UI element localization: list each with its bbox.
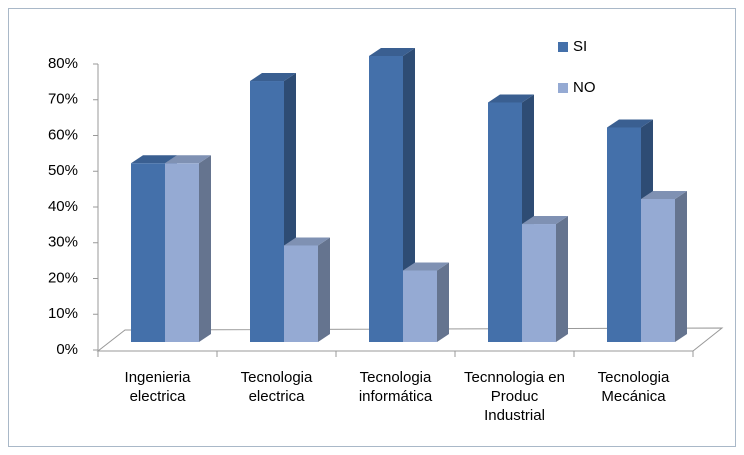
bar-top (250, 73, 296, 82)
x-tick-label: Tecnologia Mecánica (597, 369, 670, 405)
y-tick-label: 30% (48, 234, 78, 251)
bar-top (607, 119, 653, 128)
x-tick-label: Tecnologia electrica (240, 369, 313, 405)
legend-swatch (558, 42, 568, 52)
bar-top (488, 94, 534, 103)
bar (403, 270, 437, 342)
bar (522, 224, 556, 342)
bar-top (403, 262, 449, 271)
bar-top (369, 48, 415, 56)
y-tick-label: 20% (48, 269, 78, 286)
bar-top (131, 155, 177, 164)
legend-swatch (558, 83, 568, 93)
x-tick-label: Tecnnologia en Produc Industrial (464, 369, 565, 424)
bar-top (522, 216, 568, 225)
x-tick-label: Ingenieria electrica (124, 369, 191, 405)
bar (641, 199, 675, 342)
bar (284, 245, 318, 342)
y-tick-label: 70% (48, 91, 78, 108)
legend-label: SI (573, 38, 587, 55)
bar-side (556, 216, 568, 342)
bar-top (165, 155, 211, 164)
bar (165, 163, 199, 342)
bar (369, 56, 403, 342)
bar (607, 127, 641, 342)
bar (488, 102, 522, 342)
y-tick-label: 40% (48, 198, 78, 215)
bar-side (437, 262, 449, 342)
bar-side (318, 237, 330, 342)
bar-side (675, 191, 687, 342)
y-tick-label: 60% (48, 126, 78, 143)
x-tick-label: Tecnologia informática (358, 369, 433, 405)
bar-side (199, 155, 211, 342)
y-tick-label: 50% (48, 162, 78, 179)
bar (250, 81, 284, 343)
y-tick-label: 0% (56, 341, 78, 358)
bar-top (641, 191, 687, 199)
bar-top (284, 237, 330, 246)
y-tick-label: 80% (48, 55, 78, 72)
bar (131, 163, 165, 342)
y-tick-label: 10% (48, 305, 78, 322)
legend-label: NO (573, 79, 596, 96)
